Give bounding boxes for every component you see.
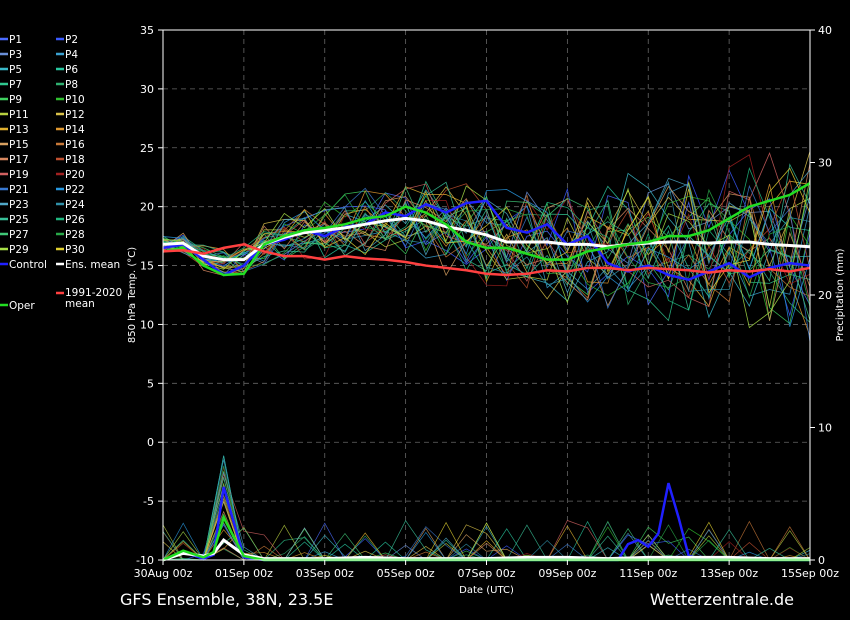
- legend-label: P19: [9, 169, 29, 181]
- ens-mean-precip-line: [162, 538, 810, 562]
- legend-label: P6: [65, 64, 78, 76]
- chart-title: Athens (GR) 850 hPa Temp. & Precipitatio…: [163, 3, 708, 22]
- legend-label: P9: [9, 94, 22, 106]
- legend-label: P17: [9, 154, 29, 166]
- y2-tick-label: 10: [818, 422, 832, 435]
- member-temp-line: [162, 188, 811, 308]
- y-tick-label: 25: [140, 142, 154, 155]
- x-tick-label: 07Sep 00z: [458, 567, 516, 580]
- legend-label: P20: [65, 169, 85, 181]
- legend-label: P16: [65, 139, 85, 151]
- legend-label: Oper: [9, 300, 35, 312]
- x-tick-label: 01Sep 00z: [215, 567, 273, 580]
- legend-label: Ens. mean: [65, 259, 120, 271]
- member-temp-line: [162, 167, 811, 294]
- y2-tick-label: 0: [818, 554, 825, 567]
- legend-label: P23: [9, 199, 29, 211]
- legend-label: P22: [65, 184, 85, 196]
- y-tick-label: 20: [140, 201, 154, 214]
- x-axis-label: Date (UTC): [459, 585, 514, 596]
- y2-tick-label: 20: [818, 289, 832, 302]
- x-tick-label: 03Sep 00z: [296, 567, 354, 580]
- legend-label: P3: [9, 49, 22, 61]
- y-tick-label: 35: [140, 24, 154, 37]
- y-tick-label: 30: [140, 83, 154, 96]
- legend-label: P30: [65, 244, 85, 256]
- y2-tick-label: 40: [818, 24, 832, 37]
- y2-axis-label: Precipitation (mm): [835, 248, 846, 341]
- legend-label: P8: [65, 79, 78, 91]
- y-tick-label: 0: [147, 436, 154, 449]
- y-axis-label: 850 hPa Temp. (°C): [127, 247, 138, 343]
- legend-label: P14: [65, 124, 85, 136]
- legend-label: Control: [9, 259, 47, 271]
- legend-label: P10: [65, 94, 85, 106]
- x-tick-label: 13Sep 00z: [700, 567, 758, 580]
- y-tick-label: 10: [140, 318, 154, 331]
- y-tick-label: 15: [140, 260, 154, 273]
- legend-label: P7: [9, 79, 22, 91]
- 1991-2020-mean-temp-line: [162, 243, 811, 277]
- legend-label: P1: [9, 34, 22, 46]
- x-tick-label: 11Sep 00z: [619, 567, 677, 580]
- legend-label: P21: [9, 184, 29, 196]
- x-tick-label: 30Aug 00z: [134, 567, 193, 580]
- legend-label: P28: [65, 229, 85, 241]
- legend-label: P12: [65, 109, 85, 121]
- legend-label: P25: [9, 214, 29, 226]
- oper-temp-line: [162, 182, 811, 277]
- legend-label: P15: [9, 139, 29, 151]
- x-tick-label: 09Sep 00z: [538, 567, 596, 580]
- axes: 35 30 25 20 15 10 5 0 -5 -10 40 30 20 10 0 30Aug 00z 01S…: [127, 24, 846, 596]
- legend-label: P29: [9, 244, 29, 256]
- legend-label: P5: [9, 64, 22, 76]
- legend-label: P4: [65, 49, 78, 61]
- control-precip-line: [162, 482, 810, 562]
- legend-label: P2: [65, 34, 78, 46]
- legend-label: P13: [9, 124, 29, 136]
- member-temp-line: [162, 180, 811, 307]
- x-tick-label: 15Sep 00z: [781, 567, 839, 580]
- y-tick-label: -5: [143, 495, 154, 508]
- x-tick-label: 05Sep 00z: [377, 567, 435, 580]
- footer-model-info: GFS Ensemble, 38N, 23.5E: [120, 590, 333, 609]
- grid: [163, 30, 810, 560]
- y-tick-label: -10: [136, 554, 154, 567]
- legend-label: P26: [65, 214, 85, 226]
- legend-label: P11: [9, 109, 29, 121]
- y2-tick-label: 30: [818, 157, 832, 170]
- footer-site-name: Wetterzentrale.de: [650, 590, 794, 609]
- legend-label: P27: [9, 229, 29, 241]
- legend-label: P18: [65, 154, 85, 166]
- legend: P1 P2 P3 P4 P5 P6 P7 P8 P9 P10 P11 P12 P13 P14 P15 P16 P…: [0, 34, 122, 312]
- legend-label: 1991-2020 mean: [65, 287, 122, 310]
- legend-label: P24: [65, 199, 85, 211]
- y-tick-label: 5: [147, 377, 154, 390]
